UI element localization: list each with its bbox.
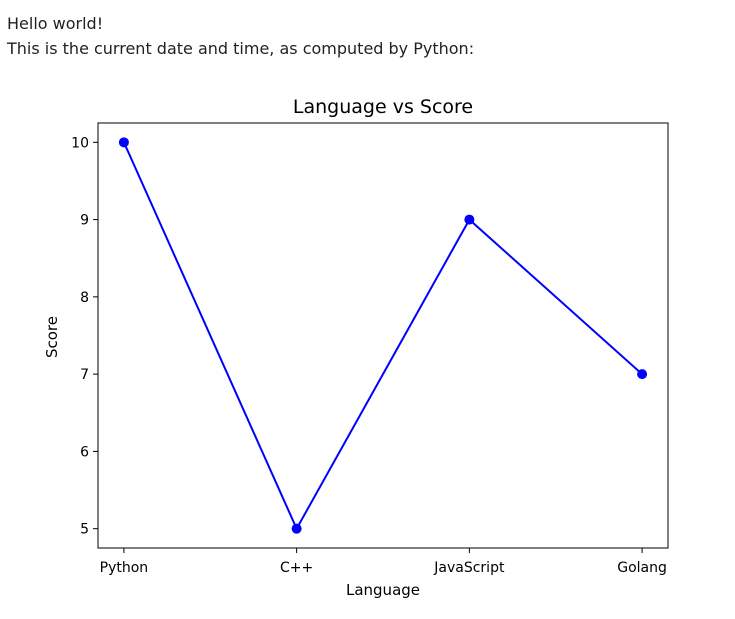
chart-title: Language vs Score [293,96,473,118]
x-tick-label: Python [100,560,149,576]
y-tick-label: 7 [80,367,89,383]
series-line [122,141,643,531]
y-tick-label: 5 [80,522,89,538]
x-axis: Python C++ JavaScript Golang [100,548,667,576]
y-tick-label: 8 [80,290,89,306]
intro-text: Hello world! This is the current date an… [7,11,474,61]
series-layer [118,137,648,534]
y-tick-label: 9 [80,213,89,229]
plot-frame [97,122,669,549]
y-axis: 5 6 7 8 9 10 [71,135,98,538]
x-tick-label: C++ [280,560,313,576]
data-point [291,523,302,534]
x-axis-label: Language [346,581,420,599]
data-point [637,369,648,380]
y-axis-label: Score [43,316,61,358]
data-point [464,214,475,225]
y-tick-label: 10 [71,135,89,151]
greeting-line: Hello world! [7,14,104,33]
datetime-caption: This is the current date and time, as co… [7,39,475,58]
data-point [118,137,129,148]
y-tick-label: 6 [80,444,89,460]
x-tick-label: JavaScript [433,560,505,576]
x-tick-label: Golang [617,560,667,576]
